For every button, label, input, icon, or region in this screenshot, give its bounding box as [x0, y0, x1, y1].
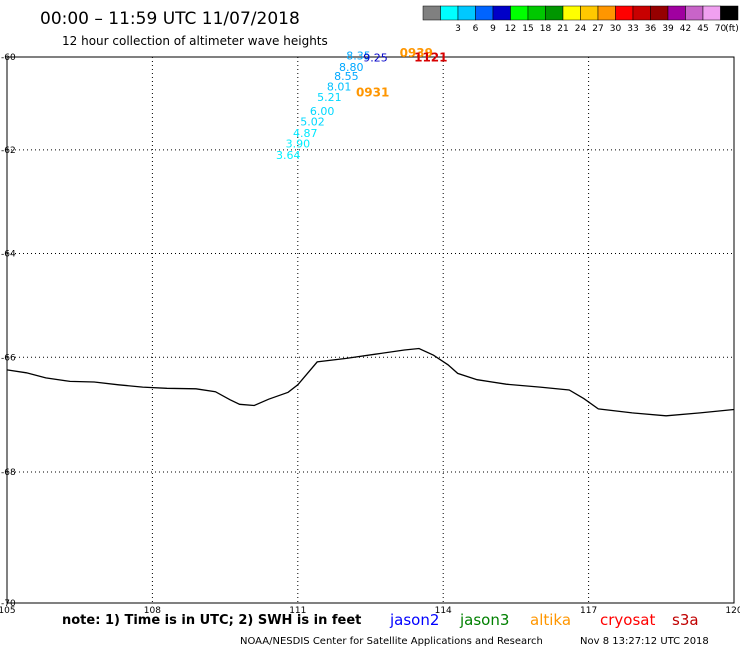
latitude-tick-label: -64 — [1, 250, 16, 260]
legend-tick-label: 15 — [522, 24, 533, 34]
satellite-name: s3a — [672, 611, 699, 629]
legend-swatch — [527, 5, 546, 21]
legend-tick-label: 33 — [627, 24, 638, 34]
legend-tick-label: 9 — [490, 24, 496, 34]
wave-height-value: 3.90 — [286, 137, 311, 150]
legend-swatch — [545, 5, 564, 21]
map-panel: 8.359.258.808.558.015.216.005.024.873.90… — [6, 46, 735, 604]
latitude-tick-label: -68 — [1, 468, 16, 478]
legend-swatch — [422, 5, 441, 21]
satellite-name: jason2 — [389, 611, 439, 629]
coastline — [6, 347, 735, 417]
track-time-label: 0939 — [400, 46, 433, 60]
satellite-name: cryosat — [600, 611, 655, 629]
wave-height-value: 8.80 — [339, 61, 364, 74]
color-scale-legend: 3 6 9 12 15 18 21 24 27 30 33 36 39 42 45 70(ft) — [422, 5, 739, 34]
map-title: 00:00 – 11:59 UTC 11/07/2018 — [40, 9, 300, 29]
legend-swatch — [650, 5, 669, 21]
latitude-tick-label: -62 — [1, 146, 16, 156]
legend-tick-label: 42 — [680, 24, 691, 34]
legend-swatch — [580, 5, 599, 21]
legend-swatch — [685, 5, 704, 21]
legend-tick-label: 24 — [575, 24, 587, 34]
legend-swatch — [615, 5, 634, 21]
legend-swatch — [440, 5, 459, 21]
latitude-tick-label: -70 — [1, 599, 16, 609]
legend-swatch — [597, 5, 616, 21]
wave-height-value: 8.35 — [346, 49, 371, 62]
wave-height-value: 8.55 — [334, 70, 359, 83]
track-time-label: 0931 — [356, 85, 389, 99]
longitude-tick-label: 120 — [725, 606, 740, 616]
legend-unit: (ft) — [725, 24, 739, 34]
wave-height-value: 4.87 — [293, 127, 318, 140]
wave-height-value: 3.64 — [276, 149, 301, 162]
wave-height-value: 9.25 — [363, 52, 388, 65]
map-subtitle: 12 hour collection of altimeter wave hei… — [62, 34, 328, 48]
legend-tick-label: 21 — [557, 24, 568, 34]
legend-swatch — [562, 5, 581, 21]
wave-height-value: 6.00 — [310, 105, 335, 118]
footer-note: note: 1) Time is in UTC; 2) SWH is in fe… — [62, 613, 361, 628]
satellite-legend: jason2 jason3 altika cryosat s3a — [389, 611, 699, 629]
legend-tick-label: 45 — [697, 24, 708, 34]
legend-tick-label: 70 — [715, 24, 727, 34]
legend-tick-label: 36 — [645, 24, 657, 34]
wave-height-value: 5.21 — [317, 91, 342, 104]
latitude-tick-label: -60 — [1, 53, 16, 63]
legend-swatch — [632, 5, 651, 21]
legend-swatch — [475, 5, 494, 21]
legend-tick-label: 27 — [592, 24, 603, 34]
longitude-tick-label: 117 — [580, 606, 597, 616]
legend-swatch — [457, 5, 476, 21]
legend-swatch — [720, 5, 739, 21]
satellite-name: altika — [530, 611, 571, 629]
legend-tick-label: 6 — [473, 24, 479, 34]
legend-swatch — [667, 5, 686, 21]
legend-tick-label: 30 — [610, 24, 622, 34]
legend-tick-label: 39 — [662, 24, 674, 34]
graticule — [7, 57, 734, 603]
latitude-tick-label: -66 — [1, 353, 16, 363]
longitude-tick-label: 105 — [0, 606, 16, 616]
latitude-ticks: -60 -62 -64 -66 -68 -70 — [1, 53, 16, 609]
track-time-label: 1121 — [414, 51, 447, 65]
longitude-ticks: 105 108 111 114 117 120 — [0, 606, 740, 616]
legend-swatch — [510, 5, 529, 21]
legend-tick-label: 3 — [455, 24, 461, 34]
longitude-tick-label: 108 — [144, 606, 161, 616]
map-frame — [6, 56, 735, 604]
longitude-tick-label: 114 — [435, 606, 452, 616]
satellite-name: jason3 — [459, 611, 509, 629]
legend-tick-label: 18 — [540, 24, 552, 34]
wave-height-value: 5.02 — [300, 116, 325, 129]
legend-swatch — [702, 5, 721, 21]
legend-tick-label: 12 — [505, 24, 516, 34]
wave-height-track: 8.359.258.808.558.015.216.005.024.873.90… — [276, 49, 388, 162]
timestamp: Nov 8 13:27:12 UTC 2018 — [580, 636, 709, 647]
legend-swatch — [492, 5, 511, 21]
longitude-tick-label: 111 — [289, 606, 306, 616]
credit-line: NOAA/NESDIS Center for Satellite Applica… — [240, 636, 543, 647]
wave-height-value: 8.01 — [327, 80, 352, 93]
